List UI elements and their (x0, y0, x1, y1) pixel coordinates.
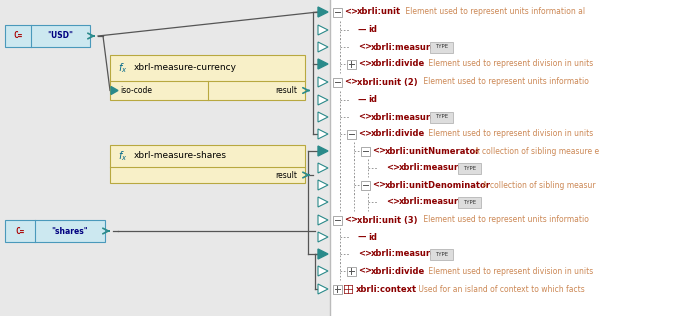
Bar (361, 147, 370, 156)
Text: <>: <> (358, 130, 372, 138)
Text: <>: <> (344, 8, 358, 16)
Polygon shape (318, 7, 328, 17)
Text: result: result (275, 171, 297, 179)
Polygon shape (318, 163, 328, 173)
Text: <>: <> (344, 216, 358, 224)
Polygon shape (318, 249, 328, 259)
Bar (110, 55, 305, 100)
Bar (5, 220, 105, 242)
FancyBboxPatch shape (430, 112, 453, 123)
Bar (361, 181, 370, 190)
Text: xbrl-measure-shares: xbrl-measure-shares (134, 151, 227, 161)
Polygon shape (318, 77, 328, 87)
Text: C=: C= (16, 227, 24, 235)
Text: "shares": "shares" (51, 227, 88, 235)
Text: xbrli:divide: xbrli:divide (371, 130, 425, 138)
Bar (333, 8, 342, 17)
Polygon shape (318, 146, 328, 156)
Bar (5, 25, 90, 47)
Text: xbrli:context: xbrli:context (356, 284, 417, 294)
Polygon shape (318, 197, 328, 207)
Polygon shape (318, 266, 328, 276)
Polygon shape (318, 129, 328, 139)
Text: TYPE: TYPE (463, 166, 476, 171)
Polygon shape (318, 25, 328, 35)
Text: <>: <> (358, 250, 372, 258)
Text: <>: <> (358, 42, 372, 52)
Bar (330, 0, 675, 316)
Bar (347, 267, 356, 276)
Text: $f_x$: $f_x$ (118, 149, 128, 163)
Bar (333, 78, 342, 87)
Text: TYPE: TYPE (435, 45, 448, 50)
Text: —: — (358, 95, 367, 105)
Text: xbrli:measure: xbrli:measure (399, 198, 465, 206)
Text: <>: <> (386, 198, 400, 206)
Bar (0, 0, 330, 316)
Text: <>: <> (358, 266, 372, 276)
Text: xbrli:measure: xbrli:measure (371, 250, 437, 258)
Text: xbrli:unit (3): xbrli:unit (3) (357, 216, 418, 224)
Text: <>: <> (372, 147, 386, 155)
Text: Used for an island of context to which facts: Used for an island of context to which f… (416, 284, 585, 294)
Polygon shape (318, 42, 328, 52)
Text: xbrl-measure-currency: xbrl-measure-currency (134, 64, 237, 72)
Text: id: id (368, 233, 377, 241)
Text: id: id (368, 95, 377, 105)
Text: Element used to represent units information al: Element used to represent units informat… (403, 8, 585, 16)
Polygon shape (318, 180, 328, 190)
Polygon shape (318, 59, 328, 69)
Text: Element used to represent units informatio: Element used to represent units informat… (421, 216, 589, 224)
Text: <>: <> (344, 77, 358, 87)
Text: Element used to represent units informatio: Element used to represent units informat… (421, 77, 589, 87)
Text: xbrli:unitDenominator: xbrli:unitDenominator (385, 180, 491, 190)
Text: <>: <> (372, 180, 386, 190)
Bar (110, 145, 305, 183)
Polygon shape (318, 284, 328, 294)
Bar (333, 216, 342, 225)
Text: —: — (358, 26, 367, 34)
FancyBboxPatch shape (430, 248, 453, 259)
Text: —: — (358, 233, 367, 241)
Bar (347, 60, 356, 69)
Polygon shape (111, 87, 118, 94)
Polygon shape (318, 215, 328, 225)
Polygon shape (318, 112, 328, 122)
Text: TYPE: TYPE (435, 114, 448, 119)
Polygon shape (318, 232, 328, 242)
Text: Element used to represent division in units: Element used to represent division in un… (426, 59, 593, 69)
Text: A collection of sibling measur: A collection of sibling measur (481, 180, 596, 190)
FancyBboxPatch shape (458, 162, 481, 173)
Text: xbrli:unit (2): xbrli:unit (2) (357, 77, 418, 87)
Text: xbrli:unit: xbrli:unit (357, 8, 401, 16)
FancyBboxPatch shape (458, 197, 481, 208)
Text: "USD": "USD" (47, 32, 74, 40)
FancyBboxPatch shape (430, 41, 453, 52)
Text: A collection of sibling measure e: A collection of sibling measure e (472, 147, 599, 155)
Text: $f_x$: $f_x$ (118, 61, 128, 75)
Text: xbrli:divide: xbrli:divide (371, 59, 425, 69)
Text: TYPE: TYPE (463, 199, 476, 204)
Text: id: id (368, 26, 377, 34)
Text: <>: <> (386, 163, 400, 173)
Text: xbrli:measure: xbrli:measure (399, 163, 465, 173)
Text: Element used to represent division in units: Element used to represent division in un… (426, 266, 593, 276)
Text: TYPE: TYPE (435, 252, 448, 257)
Text: result: result (275, 86, 297, 95)
Bar (333, 285, 342, 294)
Text: xbrli:divide: xbrli:divide (371, 266, 425, 276)
Polygon shape (318, 95, 328, 105)
Text: iso-code: iso-code (120, 86, 152, 95)
Bar (347, 130, 356, 139)
Text: xbrli:unitNumerator: xbrli:unitNumerator (385, 147, 481, 155)
Text: <>: <> (358, 112, 372, 121)
Text: xbrli:measure: xbrli:measure (371, 42, 437, 52)
Text: <>: <> (358, 59, 372, 69)
Text: xbrli:measure: xbrli:measure (371, 112, 437, 121)
Text: Element used to represent division in units: Element used to represent division in un… (426, 130, 593, 138)
Text: C=: C= (13, 32, 22, 40)
